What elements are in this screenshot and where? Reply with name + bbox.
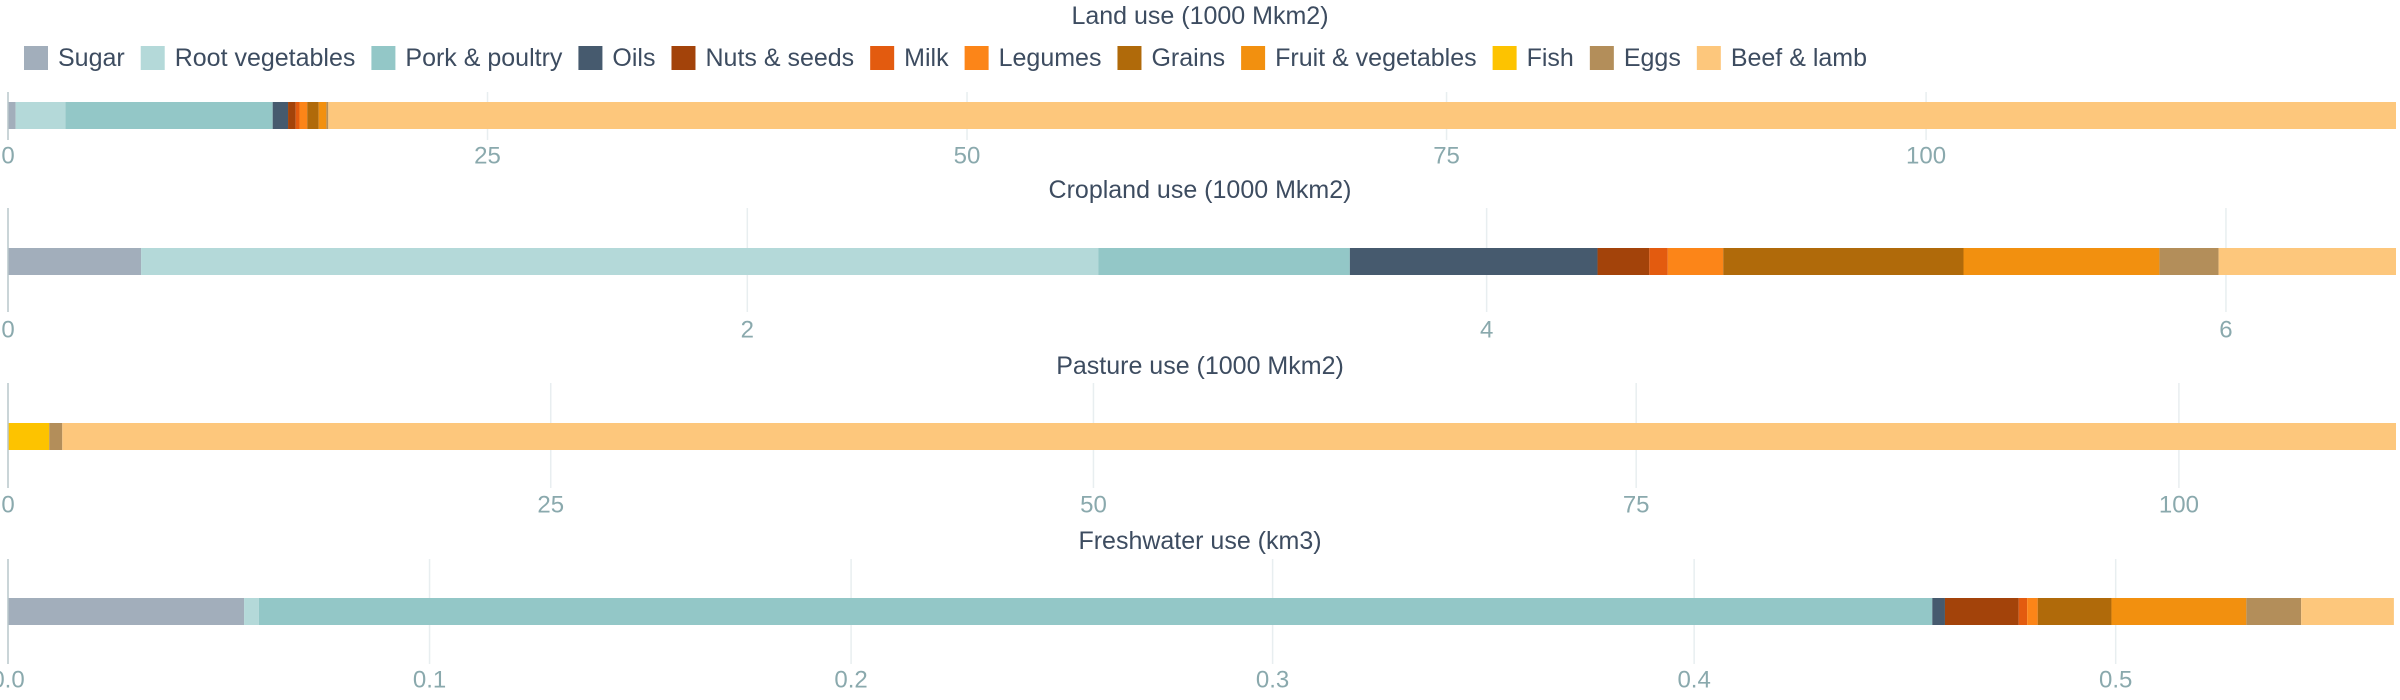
legend-swatch-pork-and-poultry: [371, 46, 396, 70]
bar-p1-sugar: [8, 102, 16, 129]
bar-p4-sugar: [8, 598, 245, 625]
tick-label-p1-1: 25: [474, 143, 501, 170]
tick-label-p2-0: 0: [1, 317, 14, 344]
legend-label-legumes: Legumes: [999, 44, 1102, 72]
legend-label-fruit-and-vegetables: Fruit & vegetables: [1275, 44, 1477, 72]
legend-swatch-root-vegetables: [140, 46, 165, 70]
tick-label-p4-0: 0.0: [0, 667, 25, 694]
legend-swatch-milk: [870, 46, 895, 70]
legend-label-eggs: Eggs: [1624, 44, 1681, 72]
bar-p2-pork-and-poultry: [1098, 248, 1350, 275]
tick-label-p3-0: 0: [1, 492, 14, 519]
bar-p4-root-vegetables: [244, 598, 259, 625]
tick-label-p3-1: 25: [537, 492, 564, 519]
bar-p2-legumes: [1667, 248, 1724, 275]
tick-label-p4-4: 0.4: [1677, 667, 1710, 694]
bar-p4-oils: [1932, 598, 1945, 625]
legend-label-pork-and-poultry: Pork & poultry: [405, 44, 563, 72]
bar-p2-beef-and-lamb: [2218, 248, 2396, 275]
legend-label-nuts-and-seeds: Nuts & seeds: [705, 44, 854, 72]
legend-label-grains: Grains: [1151, 44, 1225, 72]
tick-label-p1-2: 50: [954, 143, 981, 170]
bar-p3-beef-and-lamb: [62, 423, 2397, 450]
tick-label-p2-3: 6: [2219, 317, 2232, 344]
tick-label-p4-3: 0.3: [1256, 667, 1289, 694]
bar-p3-fish: [8, 423, 50, 450]
bar-p4-legumes: [2027, 598, 2038, 625]
bar-p2-sugar: [8, 248, 142, 275]
panel-title-3: Pasture use (1000 Mkm2): [1056, 352, 1344, 380]
tick-label-p3-4: 100: [2159, 492, 2199, 519]
bar-p2-nuts-and-seeds: [1597, 248, 1650, 275]
legend-swatch-beef-and-lamb: [1696, 46, 1721, 70]
legend-swatch-eggs: [1589, 46, 1614, 70]
legend-swatch-fish: [1492, 46, 1517, 70]
bar-p2-oils: [1349, 248, 1598, 275]
tick-label-p1-4: 100: [1906, 143, 1946, 170]
legend-label-beef-and-lamb: Beef & lamb: [1731, 44, 1867, 72]
bar-p1-legumes: [299, 102, 308, 129]
bar-p4-beef-and-lamb: [2301, 598, 2394, 625]
bar-p4-eggs: [2246, 598, 2302, 625]
bar-p4-pork-and-poultry: [258, 598, 1933, 625]
bar-p1-oils: [272, 102, 289, 129]
bar-p1-root-vegetables: [15, 102, 66, 129]
bar-p4-nuts-and-seeds: [1944, 598, 2019, 625]
legend-label-sugar: Sugar: [58, 44, 125, 72]
legend-swatch-grains: [1117, 46, 1142, 70]
bar-p2-milk: [1649, 248, 1668, 275]
tick-label-p3-2: 50: [1080, 492, 1107, 519]
legend-swatch-fruit-and-vegetables: [1241, 46, 1266, 70]
legend-swatch-legumes: [964, 46, 989, 70]
tick-label-p4-1: 0.1: [413, 667, 446, 694]
legend-label-oils: Oils: [612, 44, 655, 72]
tick-label-p1-3: 75: [1433, 143, 1460, 170]
bar-p1-milk: [295, 102, 300, 129]
tick-label-p2-1: 2: [741, 317, 754, 344]
tick-label-p3-3: 75: [1623, 492, 1650, 519]
bar-p1-nuts-and-seeds: [288, 102, 296, 129]
tick-label-p4-2: 0.2: [834, 667, 867, 694]
bar-p2-root-vegetables: [141, 248, 1099, 275]
bar-p2-fruit-and-vegetables: [1963, 248, 2160, 275]
legend-label-milk: Milk: [904, 44, 949, 72]
legend-swatch-oils: [578, 46, 603, 70]
tick-label-p4-5: 0.5: [2099, 667, 2132, 694]
bar-p2-grains: [1723, 248, 1964, 275]
bar-p2-eggs: [2159, 248, 2219, 275]
panel-title-2: Cropland use (1000 Mkm2): [1049, 176, 1352, 204]
bar-p1-fruit-and-vegetables: [318, 102, 327, 129]
bar-p3-eggs: [49, 423, 63, 450]
tick-label-p1-0: 0: [1, 143, 14, 170]
panel-title-1: Land use (1000 Mkm2): [1071, 2, 1328, 30]
legend-swatch-nuts-and-seeds: [671, 46, 696, 70]
legend-label-fish: Fish: [1527, 44, 1574, 72]
bar-p1-grains: [307, 102, 319, 129]
bar-p4-fruit-and-vegetables: [2111, 598, 2247, 625]
bar-p1-beef-and-lamb: [328, 102, 2396, 129]
tick-label-p2-2: 4: [1480, 317, 1493, 344]
bar-p1-pork-and-poultry: [65, 102, 273, 129]
legend-label-root-vegetables: Root vegetables: [175, 44, 356, 72]
bar-p4-milk: [2018, 598, 2028, 625]
legend-swatch-sugar: [24, 46, 48, 70]
panel-title-4: Freshwater use (km3): [1078, 527, 1321, 555]
bar-p1-eggs: [326, 102, 329, 129]
bar-p4-grains: [2037, 598, 2112, 625]
